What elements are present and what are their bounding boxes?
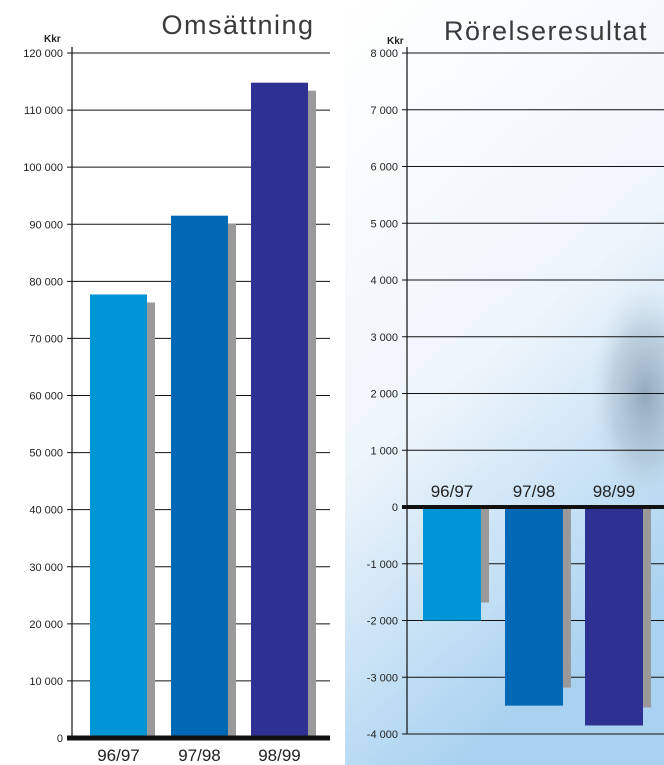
category-label: 98/99 — [593, 482, 636, 501]
y-tick-label: 90 000 — [29, 219, 63, 231]
y-tick-label: 100 000 — [23, 162, 63, 174]
y-tick-label: 50 000 — [29, 448, 63, 460]
y-tick-label: 3 000 — [370, 332, 398, 344]
y-tick-label: 4 000 — [370, 275, 398, 287]
y-tick-label: 8 000 — [370, 48, 398, 60]
operating-result-chart: Rörelseresultat Kkr -4 000 -3 000 -2 000 -1 0… — [367, 16, 664, 741]
chart-title: Rörelseresultat — [444, 16, 648, 46]
y-tick-label: 30 000 — [29, 562, 63, 574]
y-tick-label: 40 000 — [29, 505, 63, 517]
chart-title: Omsättning — [161, 10, 314, 40]
unit-label: Kkr — [44, 34, 61, 45]
bar-shadow — [480, 507, 489, 603]
y-tick-label: 0 — [392, 502, 398, 514]
y-tick-label: 7 000 — [370, 105, 398, 117]
y-tick-label: 0 — [57, 733, 63, 745]
revenue-chart: Omsättning Kkr 0 10 000 20 000 30 000 40 000 50… — [23, 10, 330, 765]
unit-label: Kkr — [387, 36, 404, 47]
y-tick-label: 70 000 — [29, 333, 63, 345]
y-tick-label: 20 000 — [29, 619, 63, 631]
bar-98-99 — [251, 82, 308, 738]
category-label: 97/98 — [513, 482, 556, 501]
bar-96-97 — [90, 294, 147, 738]
category-label: 98/99 — [258, 746, 301, 765]
bar-97-98 — [171, 215, 228, 738]
y-tick-label: 5 000 — [370, 218, 398, 230]
y-tick-label: -1 000 — [367, 559, 398, 571]
bar-shadow — [562, 507, 571, 688]
y-tick-label: 110 000 — [24, 105, 63, 117]
y-tick-label: 80 000 — [29, 276, 63, 288]
y-tick-label: -2 000 — [367, 616, 398, 628]
y-tick-label: 10 000 — [29, 676, 63, 688]
bar-shadow — [307, 90, 316, 738]
y-tick-label: 2 000 — [370, 389, 398, 401]
bar-98-99 — [585, 507, 643, 726]
y-tick-label: 60 000 — [29, 391, 63, 403]
bar-shadow — [146, 302, 155, 738]
y-tick-label: 6 000 — [370, 162, 398, 174]
bar-shadow — [642, 507, 651, 708]
category-label: 97/98 — [178, 746, 221, 765]
category-label: 96/97 — [431, 482, 474, 501]
y-tick-label: -3 000 — [367, 672, 398, 684]
bar-96-97 — [423, 507, 481, 621]
bar-shadow — [227, 223, 236, 738]
bar-97-98 — [505, 507, 563, 706]
y-tick-label: 120 000 — [23, 48, 63, 60]
y-tick-label: -4 000 — [367, 729, 398, 741]
y-tick-label: 1 000 — [370, 445, 398, 457]
category-label: 96/97 — [97, 746, 140, 765]
